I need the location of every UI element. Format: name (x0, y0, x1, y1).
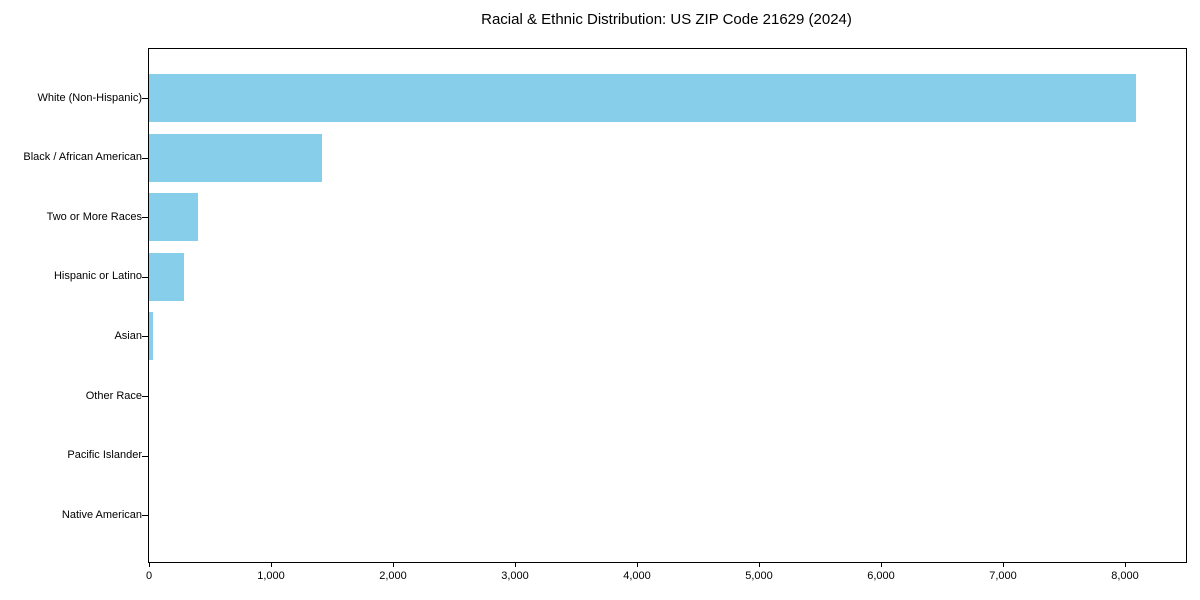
bar-asian (149, 312, 153, 361)
chart-title: Racial & Ethnic Distribution: US ZIP Cod… (481, 11, 852, 28)
x-tick-label: 3,000 (501, 570, 529, 582)
bar-black-african-american (149, 133, 323, 182)
x-tick-mark (148, 562, 150, 567)
y-tick-mark (142, 98, 148, 99)
y-tick-label: Black / African American (23, 151, 142, 164)
x-tick-label: 1,000 (257, 570, 285, 582)
plot-area: White (Non-Hispanic) Black / African Amer… (23, 48, 1187, 582)
x-tick-label: 6,000 (867, 570, 895, 582)
bar-hispanic-or-latino (149, 252, 184, 301)
y-tick-label: White (Non-Hispanic) (37, 91, 142, 104)
x-tick-label: 5,000 (745, 570, 773, 582)
y-tick-label: Asian (114, 329, 142, 342)
x-tick-mark (1002, 562, 1004, 567)
y-tick-mark (142, 455, 148, 457)
x-tick-mark (270, 562, 272, 567)
x-tick-mark (514, 562, 516, 567)
y-tick-mark (142, 396, 148, 397)
x-tick-mark (1124, 562, 1126, 567)
x-tick-label: 0 (145, 570, 153, 582)
x-tick-mark (636, 562, 638, 567)
x-tick-mark (758, 562, 760, 567)
bar-white-non-hispanic (149, 74, 1136, 122)
x-tick-label: 2,000 (379, 570, 407, 582)
y-tick-mark (142, 336, 148, 338)
y-tick-label: Hispanic or Latino (53, 270, 142, 283)
y-tick-label: Native American (61, 508, 142, 521)
y-tick-mark (142, 276, 148, 278)
y-tick-label: Pacific Islander (67, 449, 142, 462)
x-tick-mark (392, 562, 394, 567)
x-tick-mark (880, 562, 882, 567)
x-tick-label: 4,000 (623, 570, 651, 582)
y-tick-mark (142, 157, 148, 159)
y-tick-label: Two or More Races (46, 210, 142, 223)
x-tick-label: 7,000 (989, 570, 1017, 582)
y-tick-mark (142, 515, 148, 517)
y-tick-label: Other Race (85, 389, 142, 402)
x-tick-label: 8,000 (1111, 570, 1139, 582)
y-tick-mark (142, 217, 148, 219)
bar-two-or-more-races (149, 193, 199, 242)
